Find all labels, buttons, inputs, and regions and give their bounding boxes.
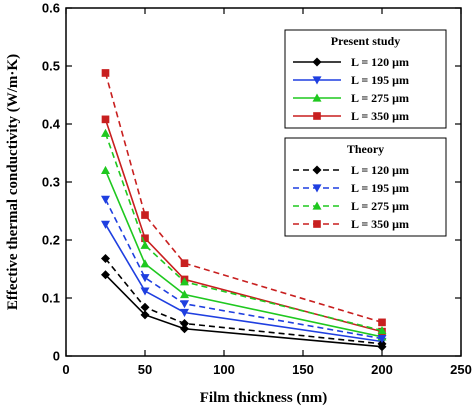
data-point-theory-l-195-m bbox=[101, 195, 110, 204]
x-tick-label: 50 bbox=[138, 362, 152, 377]
data-point-theory-l-275-m bbox=[180, 277, 189, 286]
legend-marker bbox=[312, 76, 322, 85]
y-axis: 0 0.1 0.2 0.3 0.4 0.5 0.6 bbox=[42, 1, 461, 364]
y-tick-label: 0 bbox=[53, 349, 60, 364]
legend-label: L = 120 μm bbox=[351, 163, 409, 177]
data-point-present-study-l-195-m bbox=[180, 308, 189, 317]
series-line-theory-l-120-m bbox=[104, 258, 383, 345]
legend-label: L = 195 μm bbox=[351, 73, 409, 87]
data-point-theory-l-120-m bbox=[140, 302, 150, 312]
legend-label: L = 120 μm bbox=[351, 55, 409, 69]
x-axis: 0 50 100 150 200 250 bbox=[62, 8, 472, 377]
data-point-present-study-l-275-m bbox=[101, 165, 110, 174]
legend-label: L = 275 μm bbox=[351, 91, 409, 105]
data-point-theory-l-350-m bbox=[141, 211, 149, 219]
data-point-theory-l-350-m bbox=[378, 318, 386, 327]
series-line-theory-l-275-m bbox=[104, 133, 383, 332]
legend-title-theory: Theory bbox=[347, 142, 384, 156]
legend-marker bbox=[313, 112, 321, 120]
y-tick-label: 0.4 bbox=[42, 117, 61, 132]
data-point-present-study-l-195-m bbox=[140, 287, 150, 296]
legend-box-present-study bbox=[284, 29, 447, 129]
legend-marker bbox=[312, 184, 322, 193]
x-tick-label: 150 bbox=[292, 362, 314, 377]
legend-marker bbox=[312, 201, 322, 210]
data-point-present-study-l-120-m bbox=[180, 324, 189, 334]
data-point-theory-l-195-m bbox=[377, 335, 387, 344]
legend-label: L = 275 μm bbox=[351, 199, 409, 213]
x-axis-title: Film thickness (nm) bbox=[200, 390, 328, 406]
y-axis-title: Effective thermal conductivity (W/m·K) bbox=[5, 54, 21, 310]
series-line-present-study-l-195-m bbox=[104, 223, 383, 343]
y-tick-label: 0.1 bbox=[42, 291, 60, 306]
y-tick-label: 0.5 bbox=[42, 59, 60, 74]
plot-area bbox=[101, 69, 387, 352]
data-point-theory-l-120-m bbox=[377, 339, 387, 349]
series-line-theory-l-195-m bbox=[104, 199, 383, 340]
data-point-theory-l-195-m bbox=[140, 274, 150, 283]
legend-title-present-study: Present study bbox=[331, 34, 400, 48]
legend-marker bbox=[312, 57, 322, 67]
legend-marker bbox=[313, 220, 321, 228]
series-line-present-study-l-275-m bbox=[104, 170, 383, 338]
x-tick-label: 100 bbox=[213, 362, 235, 377]
legend-label: L = 350 μm bbox=[351, 217, 409, 231]
data-point-theory-l-275-m bbox=[140, 240, 150, 249]
series-line-theory-l-350-m bbox=[104, 72, 383, 324]
x-tick-label: 200 bbox=[371, 362, 393, 377]
data-point-present-study-l-350-m bbox=[101, 115, 110, 124]
y-tick-label: 0.2 bbox=[42, 233, 60, 248]
data-point-theory-l-350-m bbox=[101, 69, 110, 77]
legend-marker bbox=[312, 93, 322, 102]
data-point-theory-l-275-m bbox=[101, 128, 110, 137]
data-point-theory-l-350-m bbox=[180, 259, 189, 268]
legend-label: L = 195 μm bbox=[351, 181, 409, 195]
legend-label: L = 350 μm bbox=[351, 109, 409, 123]
x-tick-label: 250 bbox=[450, 362, 472, 377]
data-point-present-study-l-350-m bbox=[141, 234, 149, 243]
data-point-present-study-l-120-m bbox=[140, 310, 150, 320]
data-point-present-study-l-275-m bbox=[140, 259, 150, 268]
y-tick-label: 0.6 bbox=[42, 1, 60, 16]
data-point-theory-l-275-m bbox=[377, 325, 387, 335]
data-point-present-study-l-275-m bbox=[180, 290, 189, 299]
legend-box-theory bbox=[284, 137, 447, 237]
series-line-present-study-l-120-m bbox=[104, 274, 383, 348]
y-tick-label: 0.3 bbox=[42, 175, 60, 190]
data-point-theory-l-120-m bbox=[180, 319, 189, 329]
legend: Present study L = 120 μm L = 195 μm L = 275… bbox=[284, 29, 447, 237]
data-point-theory-l-195-m bbox=[180, 300, 189, 309]
legend-marker bbox=[312, 165, 322, 175]
data-point-present-study-l-120-m bbox=[101, 270, 110, 280]
data-point-theory-l-120-m bbox=[101, 254, 110, 264]
x-tick-label: 0 bbox=[62, 362, 69, 377]
data-point-present-study-l-195-m bbox=[101, 220, 110, 229]
